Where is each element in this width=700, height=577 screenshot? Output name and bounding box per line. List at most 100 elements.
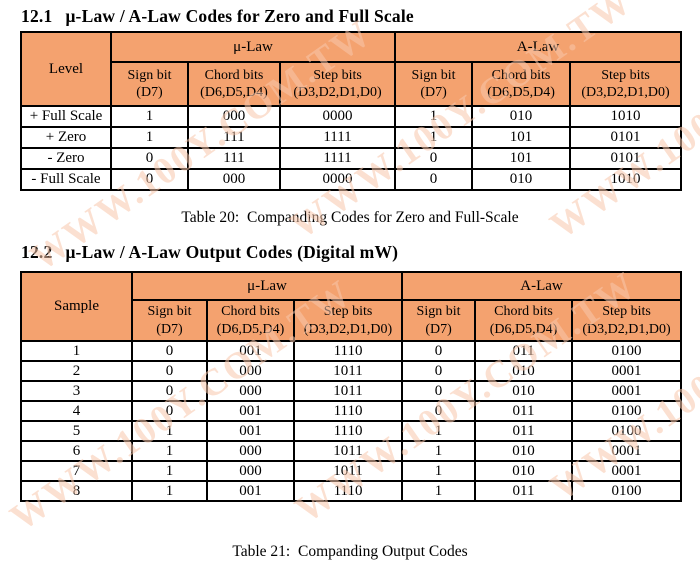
cell: 1 xyxy=(394,105,474,128)
cell: 0000 xyxy=(278,105,397,128)
cell: 0101 xyxy=(569,126,683,149)
cell: 011 xyxy=(474,400,574,422)
cell: 0001 xyxy=(571,360,683,382)
cell: 1 xyxy=(401,460,477,482)
group-header-mu-law: μ-Law xyxy=(130,271,404,301)
group-header-mu-law: μ-Law xyxy=(109,31,397,63)
table-row: + Full Scale 1 000 0000 1 010 1010 xyxy=(20,105,683,128)
column-header-sign-bit: Sign bit (D7) xyxy=(394,61,474,107)
column-header-chord-bits: Chord bits (D6,D5,D4) xyxy=(471,61,572,107)
column-header-step-bits: Step bits (D3,D2,D1,D0) xyxy=(569,61,683,107)
cell: 1011 xyxy=(292,380,404,402)
cell: 0100 xyxy=(571,400,683,422)
cell: 010 xyxy=(474,460,574,482)
row-label: + Full Scale xyxy=(20,105,112,128)
cell: 1111 xyxy=(278,126,397,149)
table-row: 6 1 000 1011 1 010 0001 xyxy=(20,440,683,462)
row-label: 7 xyxy=(20,460,133,482)
table-row: + Zero 1 111 1111 1 101 0101 xyxy=(20,126,683,149)
column-header-step-bits: Step bits (D3,D2,D1,D0) xyxy=(292,299,404,342)
row-label: + Zero xyxy=(20,126,112,149)
cell: 011 xyxy=(474,480,574,502)
cell: 010 xyxy=(471,105,572,128)
cell: 010 xyxy=(474,360,574,382)
table-row: 8 1 001 1110 1 011 0100 xyxy=(20,480,683,502)
row-label: 2 xyxy=(20,360,133,382)
cell: 1011 xyxy=(292,440,404,462)
cell: 010 xyxy=(471,168,572,191)
section-title: μ-Law / A-Law Codes for Zero and Full Sc… xyxy=(65,6,414,26)
cell: 0 xyxy=(401,380,477,402)
cell: 0 xyxy=(401,340,477,362)
cell: 1 xyxy=(401,480,477,502)
cell: 000 xyxy=(187,105,281,128)
section-title: μ-Law / A-Law Output Codes (Digital mW) xyxy=(65,242,399,262)
cell: 001 xyxy=(206,420,295,442)
cell: 1010 xyxy=(569,168,683,191)
cell: 0 xyxy=(401,400,477,422)
cell: 1 xyxy=(110,126,189,149)
cell: 000 xyxy=(187,168,281,191)
column-header-step-bits: Step bits (D3,D2,D1,D0) xyxy=(571,299,683,342)
cell: 1110 xyxy=(292,480,404,502)
column-header-sample: Sample xyxy=(20,271,133,342)
cell: 0101 xyxy=(569,147,683,170)
cell: 0001 xyxy=(571,440,683,462)
cell: 1110 xyxy=(292,420,404,442)
cell: 001 xyxy=(206,340,295,362)
cell: 1 xyxy=(131,420,208,442)
row-label: 1 xyxy=(20,340,133,362)
column-header-level: Level xyxy=(20,31,112,107)
row-label: 5 xyxy=(20,420,133,442)
row-label: 8 xyxy=(20,480,133,502)
table-row: 7 1 000 1011 1 010 0001 xyxy=(20,460,683,482)
cell: 101 xyxy=(471,147,572,170)
cell: 010 xyxy=(474,380,574,402)
cell: 1111 xyxy=(278,147,397,170)
cell: 0001 xyxy=(571,380,683,402)
cell: 001 xyxy=(206,480,295,502)
cell: 011 xyxy=(474,340,574,362)
cell: 101 xyxy=(471,126,572,149)
cell: 010 xyxy=(474,440,574,462)
cell: 0 xyxy=(110,168,189,191)
table-row: - Zero 0 111 1111 0 101 0101 xyxy=(20,147,683,170)
cell: 1 xyxy=(401,420,477,442)
cell: 0100 xyxy=(571,480,683,502)
table-group-header-row: Level μ-Law A-Law xyxy=(20,31,683,107)
section-heading-12-2: 12.2 μ-Law / A-Law Output Codes (Digital … xyxy=(21,242,398,263)
cell: 0001 xyxy=(571,460,683,482)
row-label: 6 xyxy=(20,440,133,462)
cell: 0100 xyxy=(571,420,683,442)
cell: 1 xyxy=(131,440,208,462)
cell: 1110 xyxy=(292,400,404,422)
column-header-sign-bit: Sign bit (D7) xyxy=(131,299,208,342)
table-row: 4 0 001 1110 0 011 0100 xyxy=(20,400,683,422)
group-header-a-law: A-Law xyxy=(394,31,683,63)
column-header-sign-bit: Sign bit (D7) xyxy=(401,299,477,342)
column-header-step-bits: Step bits (D3,D2,D1,D0) xyxy=(278,61,397,107)
cell: 0 xyxy=(131,400,208,422)
table-20-caption: Table 20: Companding Codes for Zero and … xyxy=(181,209,519,226)
column-header-chord-bits: Chord bits (D6,D5,D4) xyxy=(187,61,281,107)
table-row: 5 1 001 1110 1 011 0100 xyxy=(20,420,683,442)
table-sub-header-row: Sign bit (D7) Chord bits (D6,D5,D4) Step… xyxy=(21,61,683,107)
cell: 0 xyxy=(131,340,208,362)
cell: 1 xyxy=(401,440,477,462)
cell: 1010 xyxy=(569,105,683,128)
cell: 1 xyxy=(110,105,189,128)
table-row: 2 0 000 1011 0 010 0001 xyxy=(20,360,683,382)
table-row: - Full Scale 0 000 0000 0 010 1010 xyxy=(20,168,683,191)
cell: 000 xyxy=(206,360,295,382)
table-group-header-row: Sample μ-Law A-Law xyxy=(20,271,683,342)
row-label: 4 xyxy=(20,400,133,422)
table-21-caption: Table 21: Companding Output Codes xyxy=(232,543,468,560)
cell: 0 xyxy=(401,360,477,382)
cell: 1011 xyxy=(292,360,404,382)
table-companding-output-codes: Sample μ-Law A-Law Sign bit (D7) Chord b… xyxy=(20,271,683,502)
table-sub-header-row: Sign bit (D7) Chord bits (D6,D5,D4) Step… xyxy=(21,299,683,342)
cell: 000 xyxy=(206,460,295,482)
cell: 1011 xyxy=(292,460,404,482)
group-header-a-law: A-Law xyxy=(401,271,683,301)
